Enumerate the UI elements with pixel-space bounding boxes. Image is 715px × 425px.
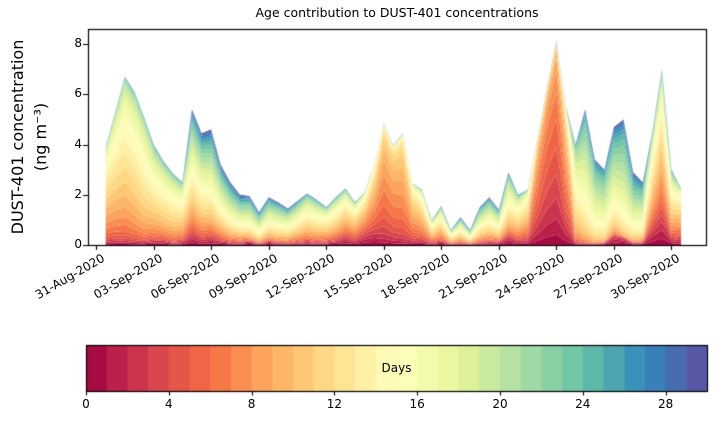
- y-axis-label-line2: (ng m⁻³): [31, 102, 50, 172]
- colorbar-tick-label: 4: [164, 397, 173, 411]
- colorbar-tick-label: 12: [326, 397, 343, 411]
- y-tick-label: 6: [74, 86, 82, 101]
- colorbar-tick-label: 8: [247, 397, 256, 411]
- y-tick-label: 8: [74, 36, 82, 51]
- y-tick-label: 0: [74, 237, 82, 251]
- y-tick-label: 4: [74, 136, 82, 151]
- colorbar-tick-label: 28: [657, 397, 674, 411]
- colorbar-tick-label: 16: [409, 397, 425, 411]
- y-axis-label-line1: DUST-401 concentration: [8, 39, 27, 235]
- colorbar-tick-label: 0: [82, 397, 90, 411]
- y-axis-label: DUST-401 concentration (ng m⁻³): [6, 17, 52, 257]
- y-tick-label: 2: [74, 186, 82, 201]
- colorbar-tick-label: 24: [575, 397, 591, 411]
- colorbar-label: Days: [381, 361, 412, 375]
- colorbar-tick-label: 20: [492, 397, 508, 411]
- chart-title: Age contribution to DUST-401 concentrati…: [255, 5, 539, 20]
